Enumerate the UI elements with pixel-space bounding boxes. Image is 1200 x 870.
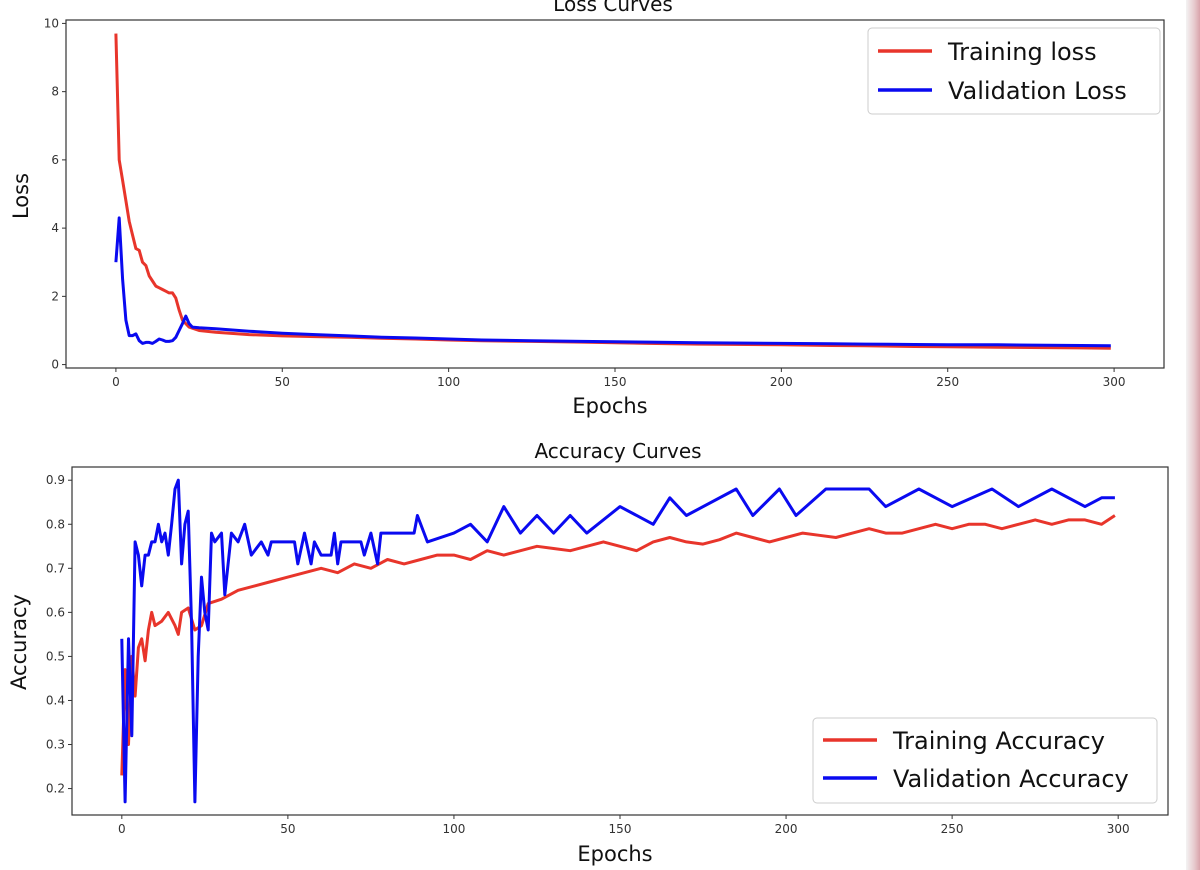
x-tick-label: 250 (936, 375, 959, 389)
x-tick-label: 150 (609, 822, 632, 836)
legend-label-training-accuracy: Training Accuracy (892, 727, 1105, 755)
y-tick-label: 0 (51, 358, 59, 372)
y-ticks: 0.2 0.3 0.4 0.5 0.6 0.7 0.8 0.9 (46, 473, 72, 796)
x-tick-label: 50 (275, 375, 290, 389)
x-tick-label: 0 (112, 375, 120, 389)
chart-title: Accuracy Curves (534, 439, 701, 463)
y-tick-label: 0.8 (46, 517, 65, 531)
window-edge (1186, 0, 1200, 870)
x-tick-label: 150 (604, 375, 627, 389)
y-tick-label: 2 (51, 289, 59, 303)
x-axis-label: Epochs (577, 842, 652, 866)
legend-label-training-loss: Training loss (947, 38, 1097, 66)
x-tick-label: 50 (280, 822, 295, 836)
y-tick-label: 0.6 (46, 605, 65, 619)
legend: Training Accuracy Validation Accuracy (812, 717, 1158, 804)
x-axis-label: Epochs (572, 394, 647, 418)
y-tick-label: 0.4 (46, 693, 65, 707)
y-axis-label: Accuracy (7, 594, 31, 690)
series-lines (120, 478, 1116, 804)
y-tick-label: 0.5 (46, 649, 65, 663)
y-tick-label: 10 (44, 16, 59, 30)
legend-label-validation-loss: Validation Loss (948, 77, 1127, 105)
y-tick-label: 0.3 (46, 738, 65, 752)
y-tick-label: 0.9 (46, 473, 65, 487)
legend-label-validation-accuracy: Validation Accuracy (893, 765, 1129, 793)
x-tick-label: 200 (775, 822, 798, 836)
loss-curves-panel: Loss Curves 0 50 100 150 200 250 300 0 2 4 6 8 10 E… (9, 0, 1165, 418)
y-tick-label: 4 (51, 221, 59, 235)
series-lines (114, 33, 1111, 350)
accuracy-curves-panel: Accuracy Curves 0 50 100 150 200 250 300 0.20.… (7, 439, 1169, 866)
y-ticks: 0 2 4 6 8 10 (44, 16, 66, 372)
legend: Training loss Validation Loss (867, 27, 1161, 115)
x-ticks: 0 50 100 150 200 250 300 (112, 368, 1126, 389)
series-line-validation-loss (114, 216, 1111, 348)
chart-title: Loss Curves (553, 0, 673, 16)
x-tick-label: 300 (1103, 375, 1126, 389)
y-tick-label: 0.2 (46, 782, 65, 796)
series-line-training-accuracy (120, 514, 1116, 776)
y-tick-label: 0.7 (46, 561, 65, 575)
x-tick-label: 100 (437, 375, 460, 389)
y-tick-label: 6 (51, 153, 59, 167)
x-tick-label: 250 (941, 822, 964, 836)
y-axis-label: Loss (9, 173, 33, 219)
x-tick-label: 0 (118, 822, 126, 836)
x-tick-label: 300 (1107, 822, 1130, 836)
x-tick-label: 100 (442, 822, 465, 836)
x-ticks: 0 50 100 150 200 250 300 (118, 815, 1130, 836)
y-tick-label: 8 (51, 85, 59, 99)
series-line-validation-accuracy (120, 478, 1115, 804)
x-tick-label: 200 (770, 375, 793, 389)
